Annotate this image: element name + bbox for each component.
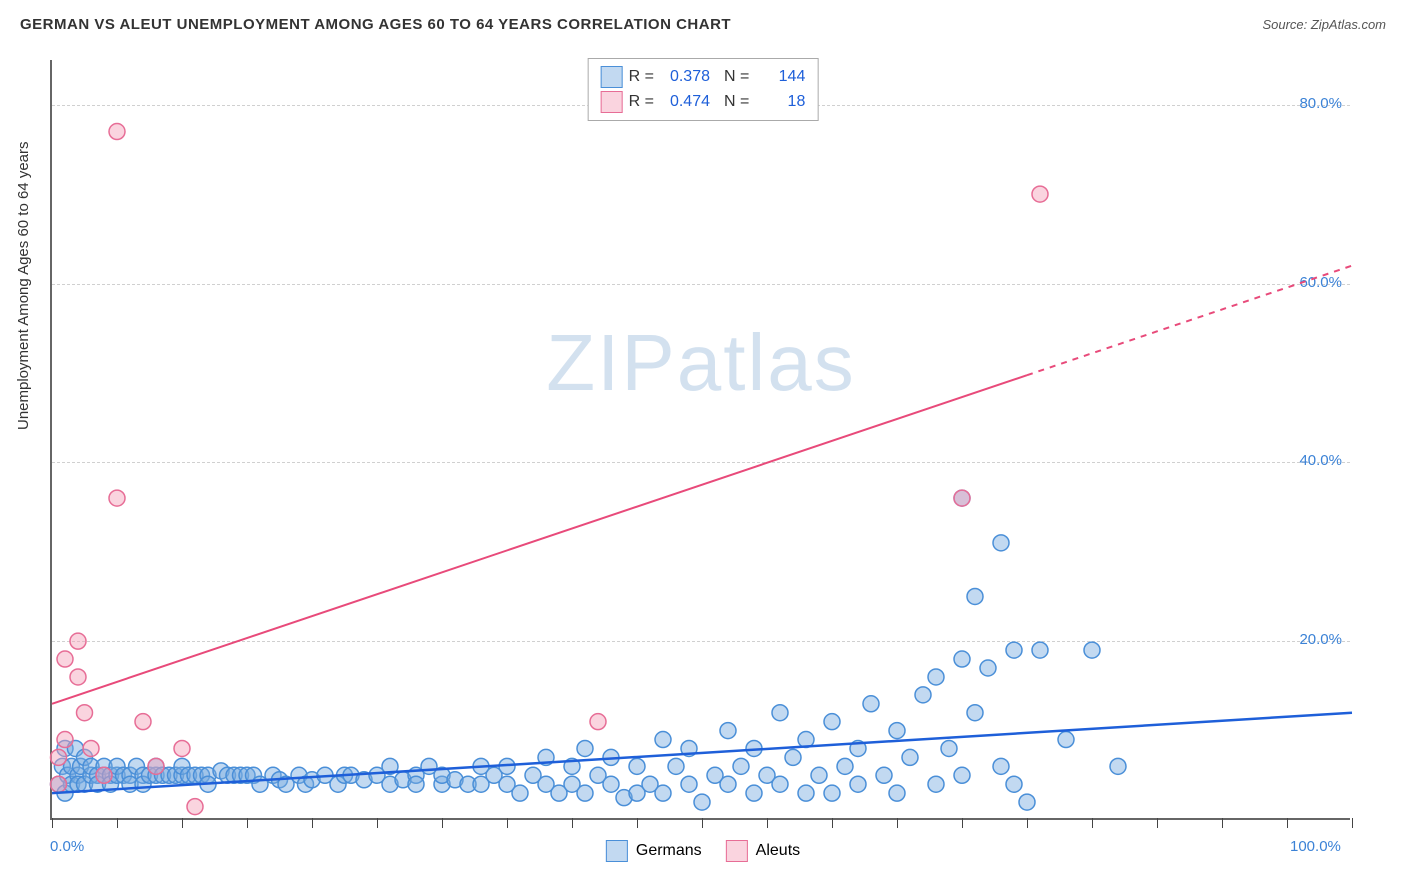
header: GERMAN VS ALEUT UNEMPLOYMENT AMONG AGES …: [0, 0, 1406, 48]
legend-swatch: [601, 91, 623, 113]
chart-title: GERMAN VS ALEUT UNEMPLOYMENT AMONG AGES …: [20, 16, 731, 33]
n-value: 144: [755, 68, 805, 86]
trend-lines-layer: [52, 60, 1350, 818]
r-value: 0.474: [660, 93, 710, 111]
x-tick: [1287, 818, 1288, 828]
x-tick: [442, 818, 443, 828]
x-tick: [182, 818, 183, 828]
n-label: N =: [724, 68, 749, 86]
r-label: R =: [629, 93, 654, 111]
x-tick: [507, 818, 508, 828]
trend-line: [52, 375, 1027, 704]
legend-swatch: [726, 840, 748, 862]
legend-label: Aleuts: [756, 842, 800, 860]
x-tick: [1092, 818, 1093, 828]
n-value: 18: [755, 93, 805, 111]
source-label: Source: ZipAtlas.com: [1262, 17, 1386, 32]
legend-label: Germans: [636, 842, 702, 860]
x-tick: [117, 818, 118, 828]
legend-item: Germans: [606, 840, 702, 862]
x-tick-label: 0.0%: [50, 838, 84, 855]
x-tick: [1352, 818, 1353, 828]
x-tick: [962, 818, 963, 828]
series-legend: Germans Aleuts: [606, 840, 800, 862]
corr-row: R = 0.474 N = 18: [601, 91, 806, 113]
trend-line-dashed: [1027, 266, 1352, 376]
x-tick: [637, 818, 638, 828]
x-tick: [1027, 818, 1028, 828]
x-tick: [377, 818, 378, 828]
legend-swatch: [601, 66, 623, 88]
correlation-legend: R = 0.378 N = 144 R = 0.474 N = 18: [588, 58, 819, 121]
x-tick: [247, 818, 248, 828]
x-tick: [832, 818, 833, 828]
legend-item: Aleuts: [726, 840, 800, 862]
x-tick: [702, 818, 703, 828]
x-tick: [767, 818, 768, 828]
x-tick: [1222, 818, 1223, 828]
x-tick: [897, 818, 898, 828]
trend-line: [52, 713, 1352, 793]
x-tick: [312, 818, 313, 828]
x-tick: [572, 818, 573, 828]
x-tick: [52, 818, 53, 828]
n-label: N =: [724, 93, 749, 111]
legend-swatch: [606, 840, 628, 862]
r-value: 0.378: [660, 68, 710, 86]
r-label: R =: [629, 68, 654, 86]
corr-row: R = 0.378 N = 144: [601, 66, 806, 88]
y-axis-label: Unemployment Among Ages 60 to 64 years: [15, 141, 32, 430]
scatter-plot: ZIPatlas 20.0%40.0%60.0%80.0%: [50, 60, 1350, 820]
x-tick: [1157, 818, 1158, 828]
x-tick-label: 100.0%: [1290, 838, 1406, 855]
